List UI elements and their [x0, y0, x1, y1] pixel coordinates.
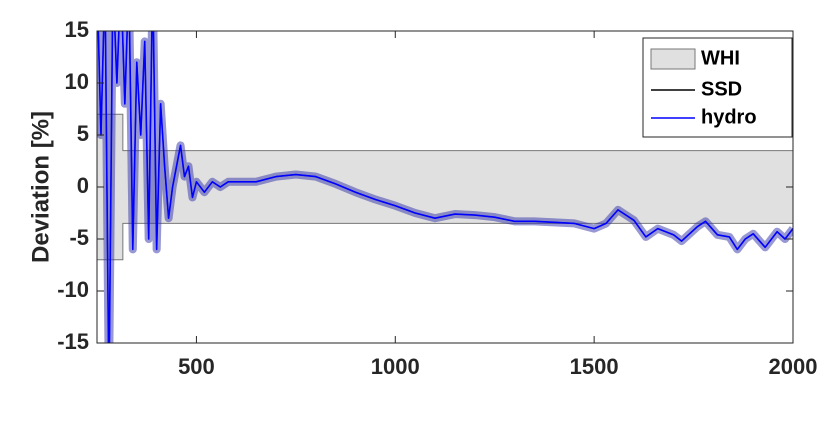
legend-label: SSD — [701, 78, 742, 100]
y-tick-label: 15 — [65, 17, 89, 42]
y-tick-label: 0 — [77, 173, 89, 198]
whi-band — [97, 113, 793, 261]
y-tick-label: 10 — [65, 69, 89, 94]
x-tick-label: 1500 — [570, 354, 619, 379]
x-tick-label: 2000 — [769, 354, 818, 379]
series-line — [97, 31, 793, 343]
legend-label: WHI — [701, 47, 740, 69]
x-tick-label: 500 — [178, 354, 215, 379]
y-tick-label: -15 — [57, 329, 89, 354]
legend-swatch — [650, 48, 696, 70]
legend-label: hydro — [701, 106, 757, 128]
y-tick-label: 5 — [77, 121, 89, 146]
y-tick-label: -10 — [57, 277, 89, 302]
x-tick-label: 1000 — [371, 354, 420, 379]
y-tick-label: -5 — [69, 225, 89, 250]
y-axis-label: Deviation [%] — [27, 111, 54, 263]
